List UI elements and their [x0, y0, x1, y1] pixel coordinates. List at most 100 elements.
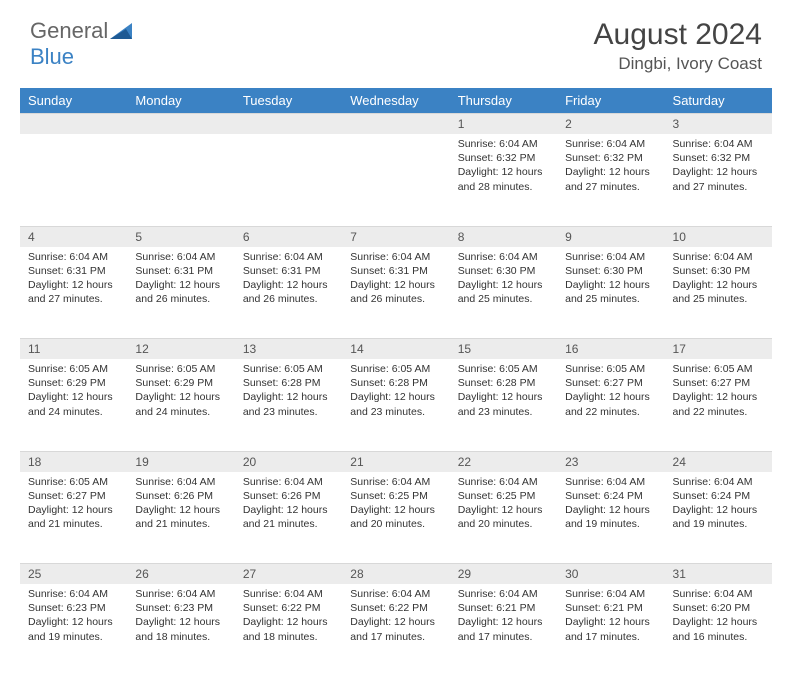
sunset-text: Sunset: 6:32 PM: [673, 151, 764, 165]
sunset-text: Sunset: 6:26 PM: [135, 489, 226, 503]
day-number: 16: [557, 339, 664, 360]
header: General August 2024 Dingbi, Ivory Coast: [0, 0, 792, 82]
sunrise-text: Sunrise: 6:04 AM: [28, 587, 119, 601]
day-number: 11: [20, 339, 127, 360]
weekday-header: Saturday: [665, 88, 772, 114]
day-number: 19: [127, 451, 234, 472]
day-cell: Sunrise: 6:04 AMSunset: 6:30 PMDaylight:…: [557, 247, 664, 339]
sunrise-text: Sunrise: 6:04 AM: [458, 250, 549, 264]
day-cell: Sunrise: 6:05 AMSunset: 6:27 PMDaylight:…: [557, 359, 664, 451]
sunrise-text: Sunrise: 6:04 AM: [458, 475, 549, 489]
sunset-text: Sunset: 6:29 PM: [135, 376, 226, 390]
day-number: 4: [20, 226, 127, 247]
day-number: 1: [450, 114, 557, 135]
sunrise-text: Sunrise: 6:05 AM: [28, 475, 119, 489]
day-number: 26: [127, 564, 234, 585]
daylight-text: Daylight: 12 hours and 24 minutes.: [28, 390, 119, 418]
day-number: 25: [20, 564, 127, 585]
sunrise-text: Sunrise: 6:05 AM: [135, 362, 226, 376]
sunrise-text: Sunrise: 6:05 AM: [28, 362, 119, 376]
daylight-text: Daylight: 12 hours and 24 minutes.: [135, 390, 226, 418]
weekday-header: Thursday: [450, 88, 557, 114]
weekday-header-row: Sunday Monday Tuesday Wednesday Thursday…: [20, 88, 772, 114]
sunrise-text: Sunrise: 6:04 AM: [565, 250, 656, 264]
title-block: August 2024 Dingbi, Ivory Coast: [594, 18, 762, 74]
day-content-row: Sunrise: 6:04 AMSunset: 6:23 PMDaylight:…: [20, 584, 772, 676]
daylight-text: Daylight: 12 hours and 22 minutes.: [673, 390, 764, 418]
day-number: 29: [450, 564, 557, 585]
daylight-text: Daylight: 12 hours and 19 minutes.: [28, 615, 119, 643]
weekday-header: Wednesday: [342, 88, 449, 114]
sunset-text: Sunset: 6:25 PM: [458, 489, 549, 503]
daylight-text: Daylight: 12 hours and 23 minutes.: [350, 390, 441, 418]
sunset-text: Sunset: 6:30 PM: [565, 264, 656, 278]
day-number: 21: [342, 451, 449, 472]
sunset-text: Sunset: 6:20 PM: [673, 601, 764, 615]
sunrise-text: Sunrise: 6:04 AM: [135, 587, 226, 601]
day-content-row: Sunrise: 6:05 AMSunset: 6:27 PM Daylight:…: [20, 472, 772, 564]
daylight-text: Daylight: 12 hours and 21 minutes.: [135, 503, 226, 531]
weekday-header: Sunday: [20, 88, 127, 114]
sunset-text: Sunset: 6:24 PM: [673, 489, 764, 503]
sunset-text: Sunset: 6:27 PM: [673, 376, 764, 390]
daylight-text: Daylight: 12 hours and 20 minutes.: [458, 503, 549, 531]
day-number: 23: [557, 451, 664, 472]
day-cell: Sunrise: 6:04 AMSunset: 6:25 PMDaylight:…: [342, 472, 449, 564]
logo-triangle-icon: [110, 23, 132, 39]
day-cell: Sunrise: 6:04 AMSunset: 6:31 PMDaylight:…: [235, 247, 342, 339]
daylight-text: Daylight: 12 hours and 27 minutes.: [673, 165, 764, 193]
sunset-text: Sunset: 6:28 PM: [350, 376, 441, 390]
day-number-row: 25262728293031: [20, 564, 772, 585]
day-cell: [20, 134, 127, 226]
day-number: 13: [235, 339, 342, 360]
sunset-text: Sunset: 6:21 PM: [458, 601, 549, 615]
sunset-text: Sunset: 6:31 PM: [350, 264, 441, 278]
day-cell: Sunrise: 6:04 AMSunset: 6:31 PMDaylight:…: [127, 247, 234, 339]
sunset-text: Sunset: 6:26 PM: [243, 489, 334, 503]
daylight-text: Daylight: 12 hours and 19 minutes.: [565, 503, 656, 531]
day-number: 2: [557, 114, 664, 135]
sunrise-text: Sunrise: 6:04 AM: [673, 587, 764, 601]
sunset-text: Sunset: 6:31 PM: [243, 264, 334, 278]
day-content-row: Sunrise: 6:05 AMSunset: 6:29 PMDaylight:…: [20, 359, 772, 451]
sunrise-text: Sunrise: 6:05 AM: [565, 362, 656, 376]
day-cell: Sunrise: 6:04 AMSunset: 6:30 PMDaylight:…: [450, 247, 557, 339]
daylight-text: Daylight: 12 hours and 17 minutes.: [458, 615, 549, 643]
daylight-text: Daylight: 12 hours and 16 minutes.: [673, 615, 764, 643]
day-number: 10: [665, 226, 772, 247]
day-cell: Sunrise: 6:05 AMSunset: 6:29 PMDaylight:…: [127, 359, 234, 451]
daylight-text: Daylight: 12 hours and 23 minutes.: [243, 390, 334, 418]
sunrise-text: Sunrise: 6:04 AM: [565, 475, 656, 489]
sunset-text: Sunset: 6:22 PM: [243, 601, 334, 615]
daylight-text: Daylight: 12 hours and 18 minutes.: [243, 615, 334, 643]
daylight-text: Daylight: 12 hours and 27 minutes.: [565, 165, 656, 193]
weekday-header: Tuesday: [235, 88, 342, 114]
sunrise-text: Sunrise: 6:04 AM: [565, 587, 656, 601]
day-cell: Sunrise: 6:04 AMSunset: 6:23 PMDaylight:…: [20, 584, 127, 676]
daylight-text: Daylight: 12 hours and 22 minutes.: [565, 390, 656, 418]
sunrise-text: Sunrise: 6:04 AM: [135, 475, 226, 489]
sunrise-text: Sunrise: 6:04 AM: [135, 250, 226, 264]
month-title: August 2024: [594, 18, 762, 52]
day-cell: Sunrise: 6:05 AMSunset: 6:28 PMDaylight:…: [342, 359, 449, 451]
sunrise-text: Sunrise: 6:04 AM: [350, 587, 441, 601]
sunset-text: Sunset: 6:30 PM: [458, 264, 549, 278]
day-number: [127, 114, 234, 135]
day-number: 28: [342, 564, 449, 585]
sunset-text: Sunset: 6:27 PM: [28, 489, 119, 503]
day-cell: Sunrise: 6:05 AMSunset: 6:27 PMDaylight:…: [665, 359, 772, 451]
daylight-text: Daylight: 12 hours and 17 minutes.: [565, 615, 656, 643]
day-cell: Sunrise: 6:04 AMSunset: 6:31 PMDaylight:…: [342, 247, 449, 339]
day-cell: Sunrise: 6:04 AMSunset: 6:32 PMDaylight:…: [665, 134, 772, 226]
sunrise-text: Sunrise: 6:04 AM: [243, 475, 334, 489]
weekday-header: Monday: [127, 88, 234, 114]
day-number: [342, 114, 449, 135]
day-cell: [342, 134, 449, 226]
day-cell: Sunrise: 6:04 AMSunset: 6:32 PMDaylight:…: [450, 134, 557, 226]
sunset-text: Sunset: 6:23 PM: [28, 601, 119, 615]
day-number: [235, 114, 342, 135]
day-number: 30: [557, 564, 664, 585]
daylight-text: Daylight: 12 hours and 25 minutes.: [458, 278, 549, 306]
sunset-text: Sunset: 6:22 PM: [350, 601, 441, 615]
sunset-text: Sunset: 6:27 PM: [565, 376, 656, 390]
